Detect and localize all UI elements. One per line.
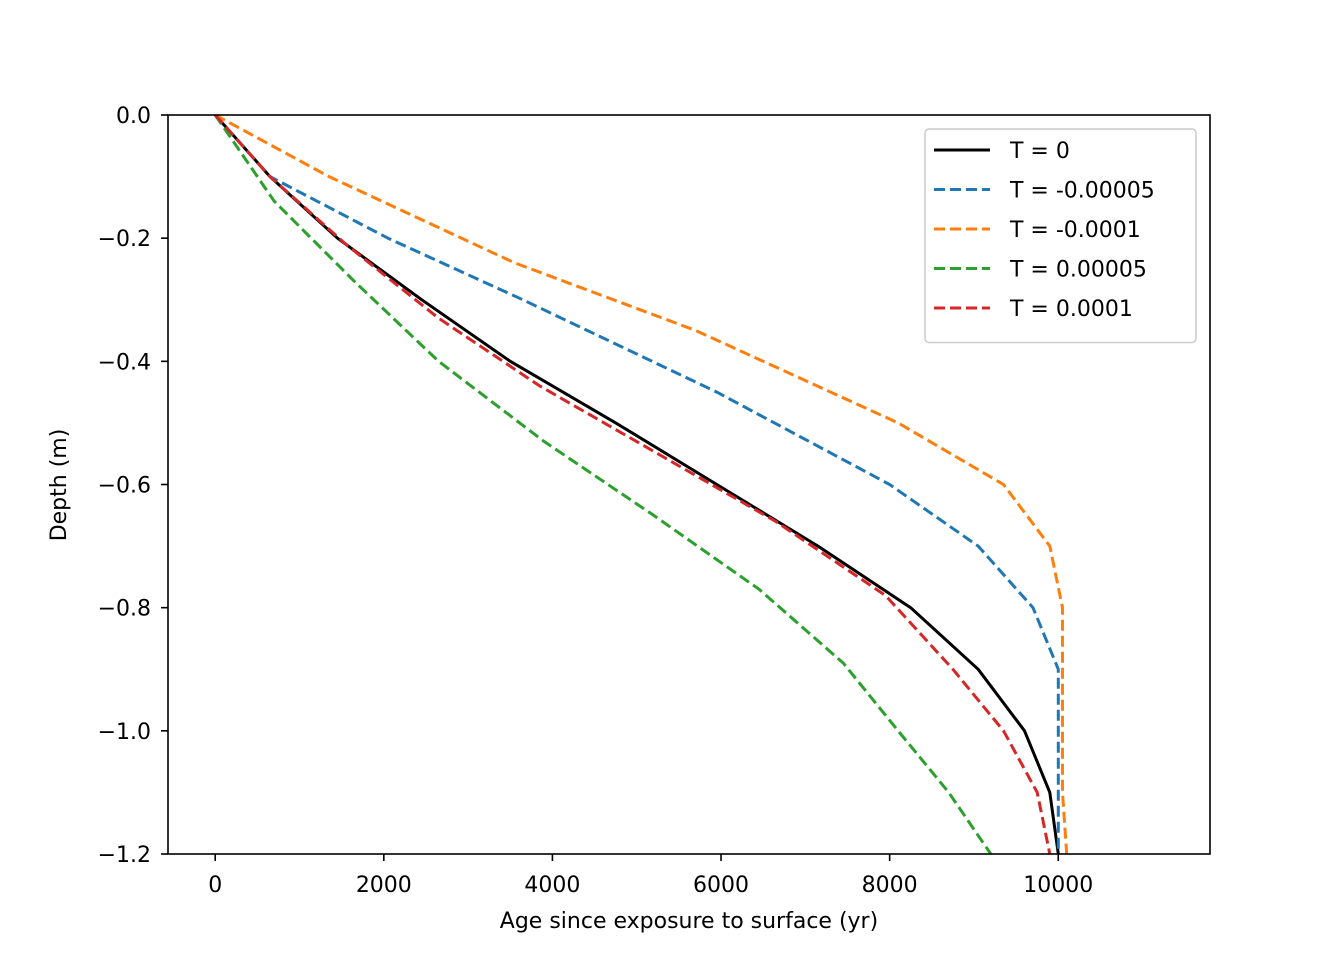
series-line-0: [214, 115, 1060, 854]
y-tick-label: −0.2: [98, 227, 151, 252]
y-tick-label: 0.0: [116, 104, 151, 129]
y-axis-title: Depth (m): [47, 429, 72, 542]
y-tick-label: −1.0: [98, 720, 151, 745]
y-tick-label: −0.4: [98, 350, 151, 375]
legend-label: T = 0.00005: [1009, 258, 1147, 283]
legend-label: T = -0.0001: [1009, 218, 1141, 243]
x-tick-label: 4000: [524, 873, 580, 898]
y-axis: 0.0 −0.2 −0.4 −0.6 −0.8 −1.0 −1.2: [98, 104, 168, 868]
x-axis-title: Age since exposure to surface (yr): [500, 909, 878, 934]
y-tick-label: −1.2: [98, 843, 151, 868]
legend: T = 0 T = -0.00005 T = -0.0001 T = 0.00005 T…: [924, 128, 1197, 344]
x-tick-label: 8000: [862, 873, 918, 898]
x-axis: 0 2000 4000 6000 8000 10000: [208, 854, 1093, 898]
x-tick-label: 2000: [356, 873, 412, 898]
series-line-1: [214, 115, 1060, 854]
series-line-2: [214, 115, 1069, 854]
legend-frame: [924, 128, 1197, 344]
legend-label: T = 0: [1009, 139, 1070, 164]
x-tick-label: 6000: [693, 873, 749, 898]
legend-label: T = -0.00005: [1009, 179, 1155, 204]
x-tick-label: 10000: [1023, 873, 1093, 898]
series-line-4: [214, 115, 1052, 854]
legend-label: T = 0.0001: [1009, 297, 1133, 322]
y-tick-label: −0.8: [98, 597, 151, 622]
x-tick-label: 0: [208, 873, 222, 898]
series-line-3: [213, 115, 993, 854]
series-layer: [213, 115, 1069, 854]
y-tick-label: −0.6: [98, 474, 151, 499]
